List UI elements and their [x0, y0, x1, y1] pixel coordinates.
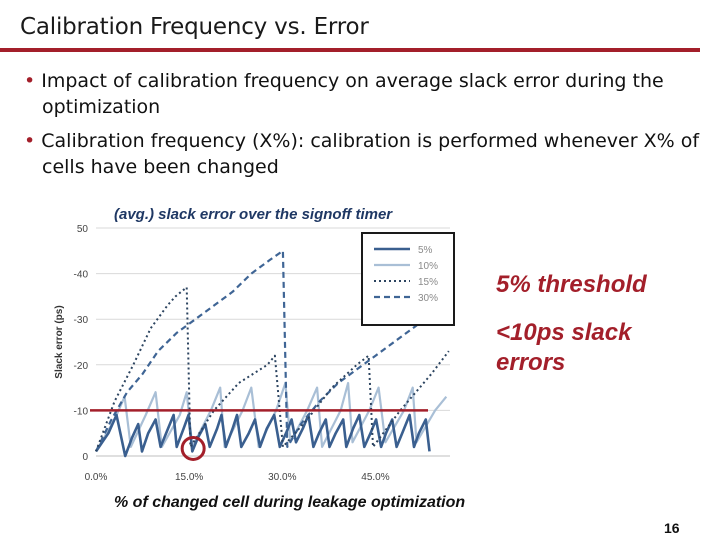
legend-label: 5%	[418, 245, 433, 256]
slide-title: Calibration Frequency vs. Error	[20, 14, 369, 40]
series-line-10pct	[95, 381, 448, 452]
bullet-text: Calibration frequency (X%): calibration …	[41, 130, 700, 178]
legend-box	[361, 232, 455, 326]
y-tick-label: -30	[74, 315, 89, 326]
title-underline	[0, 48, 700, 52]
x-tick-label: 45.0%	[361, 472, 389, 483]
series-line-5pct	[94, 413, 431, 458]
y-tick-label: 0	[82, 452, 88, 463]
bullet-item: • Impact of calibration frequency on ave…	[24, 68, 704, 120]
chart-axes: 0 -10 -20 -30 -40 50 0.0% 15.0% 30.0% 45.0% Slack …	[54, 224, 450, 483]
highlight-circle	[180, 435, 206, 461]
y-tick-label: -40	[74, 270, 89, 281]
chart-overlay	[90, 409, 428, 461]
legend-label: 30%	[418, 293, 438, 304]
x-tick-label: 30.0%	[268, 472, 296, 483]
legend-label: 15%	[418, 277, 438, 288]
slack-error-callout: <10ps slack errors	[496, 319, 632, 376]
bullet-dot: •	[24, 70, 42, 92]
chart-legend: 5% 10% 15% 30%	[361, 232, 455, 326]
bullet-item: • Calibration frequency (X%): calibratio…	[24, 128, 704, 180]
bullet-dot: •	[24, 130, 42, 152]
bullet-list: • Impact of calibration frequency on ave…	[24, 68, 704, 188]
y-tick-label: 50	[77, 224, 89, 235]
chart-x-caption: % of changed cell during leakage optimiz…	[114, 494, 466, 511]
page-number: 16	[664, 520, 680, 536]
x-tick-label: 15.0%	[175, 472, 203, 483]
y-tick-label: -10	[74, 406, 89, 417]
bullet-text: Impact of calibration frequency on avera…	[41, 70, 664, 118]
threshold-callout: 5% threshold	[496, 271, 647, 298]
y-tick-label: -20	[74, 361, 89, 372]
series-line-30pct	[95, 249, 450, 452]
legend-label: 10%	[418, 261, 438, 272]
x-tick-label: 0.0%	[85, 472, 108, 483]
y-axis-label: Slack error (ps)	[54, 305, 65, 378]
chart-header: (avg.) slack error over the signoff time…	[114, 206, 393, 223]
